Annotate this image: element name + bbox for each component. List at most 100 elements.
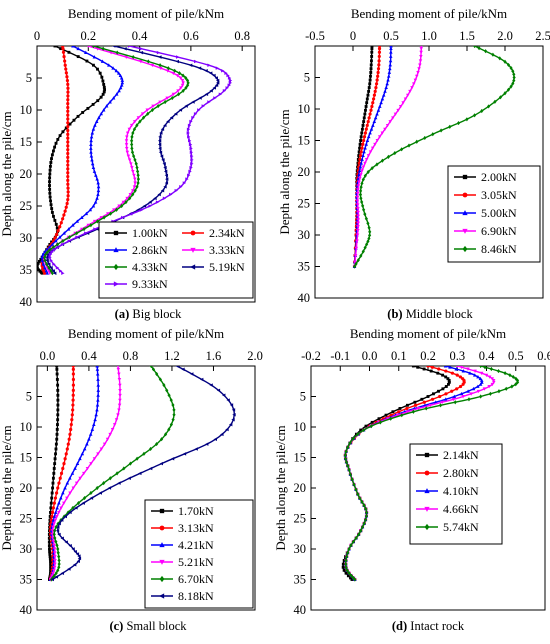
data-point [454, 367, 459, 371]
x-tick-label: 0 [34, 29, 40, 43]
data-point [370, 59, 373, 63]
data-point [54, 571, 58, 576]
data-point [156, 103, 160, 109]
data-point [52, 565, 57, 570]
data-point [55, 226, 59, 230]
data-point [227, 76, 232, 80]
data-point [173, 68, 177, 73]
data-point [354, 487, 358, 492]
legend-entry: 6.70kN [178, 572, 214, 586]
data-point [386, 78, 390, 82]
data-point [367, 86, 371, 90]
data-point [509, 65, 513, 71]
x-tick-label: 0.3 [449, 349, 465, 363]
data-point [483, 49, 488, 54]
data-point [52, 214, 55, 218]
data-point [185, 177, 189, 181]
data-point [88, 432, 93, 436]
data-point [370, 420, 374, 424]
data-point [403, 97, 408, 101]
legend-entry: 8.18kN [178, 589, 214, 603]
data-point [341, 565, 345, 569]
data-point [62, 54, 66, 59]
data-point [49, 258, 53, 263]
data-point [55, 432, 59, 436]
data-point [54, 442, 58, 446]
data-point [53, 145, 57, 149]
data-point [198, 96, 202, 100]
data-point [346, 550, 350, 555]
x-tick-label: -0.1 [330, 349, 350, 363]
data-point [165, 177, 169, 181]
data-point [76, 46, 80, 51]
data-point [90, 131, 95, 135]
data-point [400, 147, 404, 152]
data-point [444, 369, 448, 373]
data-point [388, 58, 393, 63]
data-point [48, 242, 52, 246]
data-point [171, 71, 176, 76]
data-point [131, 130, 135, 136]
data-point [397, 410, 401, 414]
data-point [366, 154, 371, 158]
panel-caption: (d) Intact rock [392, 619, 465, 633]
data-point [102, 85, 106, 89]
data-point [365, 138, 370, 142]
y-tick-label: 15 [298, 134, 311, 148]
data-point [127, 158, 132, 162]
y-tick-label: 10 [20, 103, 33, 117]
data-point [391, 410, 395, 414]
data-point [175, 366, 179, 368]
data-point [437, 367, 441, 371]
data-point [200, 377, 204, 382]
data-point [49, 569, 53, 573]
legend-entry: 2.34kN [209, 226, 245, 240]
y-tick-label: 10 [294, 420, 307, 434]
data-point [363, 161, 367, 166]
data-point [370, 166, 374, 171]
data-point [53, 236, 57, 240]
chart-panel-1: Bending moment of pile/kNm 0 0.2 0.4 0.6 0.8 5… [0, 6, 256, 321]
data-point [108, 476, 112, 481]
y-tick-label: 25 [294, 512, 307, 526]
data-point [54, 452, 57, 456]
data-point [444, 375, 448, 379]
data-point [166, 119, 170, 124]
legend-entry: 5.21kN [178, 555, 214, 569]
data-point [169, 192, 173, 197]
data-point [66, 174, 70, 179]
data-point [51, 481, 55, 485]
data-point [377, 54, 381, 59]
data-point [465, 117, 469, 122]
x-tick-label: 0.0 [362, 349, 378, 363]
y-tick-label: 40 [20, 603, 33, 617]
data-point [180, 79, 185, 83]
data-point [480, 380, 484, 384]
data-point [448, 366, 452, 369]
data-point [81, 111, 85, 114]
data-point [76, 55, 80, 59]
data-point [362, 207, 366, 212]
data-point [91, 127, 96, 131]
data-point [158, 135, 162, 139]
legend-marker [462, 228, 468, 234]
data-point [59, 47, 63, 51]
data-point [419, 47, 424, 51]
data-point [370, 146, 375, 150]
data-point [50, 207, 54, 210]
data-point [358, 176, 362, 181]
data-point [415, 139, 419, 144]
data-point [184, 85, 188, 90]
data-point [388, 120, 392, 124]
data-point [118, 85, 123, 90]
data-point [186, 127, 191, 131]
data-point [184, 75, 188, 81]
data-point [391, 116, 395, 120]
data-point [376, 70, 380, 75]
data-point [60, 518, 64, 522]
data-point [47, 245, 52, 249]
data-point [459, 391, 464, 396]
data-point [356, 184, 361, 188]
data-point [363, 112, 367, 116]
data-point [368, 229, 372, 234]
